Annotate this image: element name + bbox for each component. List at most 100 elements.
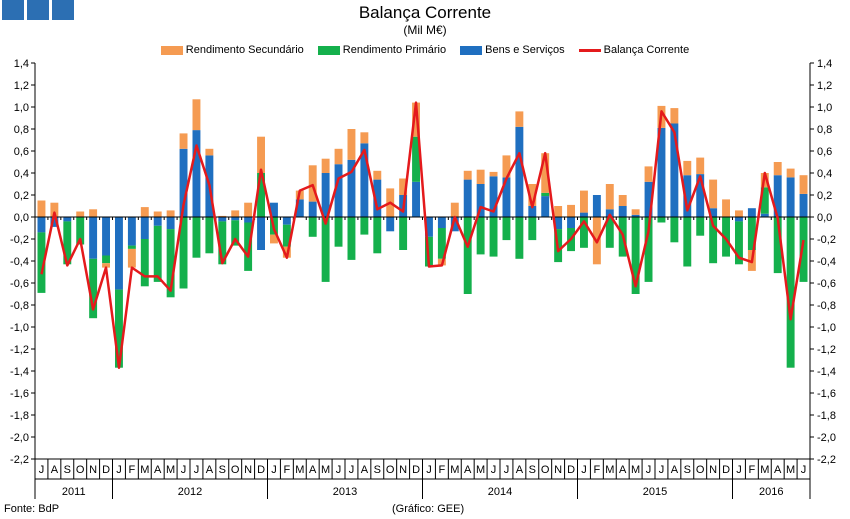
month-label: J	[801, 464, 807, 476]
bar-rendimento-prim-rio	[476, 217, 485, 255]
bar-bens-e-servi-os	[515, 126, 524, 217]
y-tick-label-right: 1,0	[817, 102, 832, 114]
y-tick-label-right: -1,0	[817, 322, 836, 334]
bar-rendimento-prim-rio	[192, 217, 201, 258]
month-label: J	[271, 464, 277, 476]
bar-rendimento-prim-rio	[373, 217, 382, 254]
legend-item: Rendimento Secundário	[160, 44, 304, 56]
month-label: J	[116, 464, 122, 476]
bar-rendimento-prim-rio	[102, 255, 110, 264]
bar-bens-e-servi-os	[37, 217, 46, 233]
bar-bens-e-servi-os	[257, 217, 265, 250]
bar-rendimento-secund-rio	[476, 169, 485, 184]
bar-rendimento-secund-rio	[37, 200, 46, 217]
bar-rendimento-prim-rio	[140, 239, 149, 287]
bar-bens-e-servi-os	[618, 206, 627, 217]
y-tick-label-right: 0,0	[817, 212, 832, 224]
month-label: N	[709, 464, 717, 476]
y-tick-label-left: 0,4	[14, 168, 29, 180]
y-tick-label-left: 1,4	[14, 58, 29, 70]
y-tick-label-left: -2,2	[10, 454, 29, 466]
bar-rendimento-secund-rio	[450, 202, 459, 217]
bar-rendimento-prim-rio	[773, 217, 782, 274]
month-label: A	[309, 464, 317, 476]
bar-rendimento-secund-rio	[773, 162, 782, 176]
month-label: O	[76, 464, 85, 476]
y-tick-label-right: 1,4	[817, 58, 832, 70]
bar-rendimento-prim-rio	[218, 221, 227, 265]
chart-title: Balança Corrente	[358, 3, 492, 22]
bar-rendimento-prim-rio	[231, 220, 240, 246]
bar-rendimento-secund-rio	[179, 133, 188, 149]
year-label: 2015	[643, 486, 667, 498]
bar-bens-e-servi-os	[192, 130, 201, 217]
bar-rendimento-prim-rio	[786, 217, 795, 368]
bar-rendimento-secund-rio	[244, 202, 253, 217]
y-tick-label-left: -0,4	[10, 256, 29, 268]
bar-bens-e-servi-os	[735, 217, 743, 222]
month-label: M	[605, 464, 614, 476]
month-label: S	[529, 464, 536, 476]
chart-subtitle: (Mil M€)	[403, 23, 447, 37]
bar-bens-e-servi-os	[605, 209, 614, 217]
bar-bens-e-servi-os	[140, 217, 149, 239]
month-label: F	[749, 464, 756, 476]
bar-rendimento-secund-rio	[360, 132, 369, 144]
month-label: F	[439, 464, 446, 476]
bar-rendimento-prim-rio	[463, 217, 472, 294]
month-label: J	[39, 464, 45, 476]
bar-rendimento-prim-rio	[683, 217, 692, 267]
month-label: F	[284, 464, 291, 476]
month-label: M	[631, 464, 640, 476]
month-label: M	[450, 464, 459, 476]
bar-bens-e-servi-os	[592, 195, 601, 217]
bar-rendimento-secund-rio	[205, 148, 214, 156]
year-label: 2014	[488, 486, 512, 498]
month-label: A	[516, 464, 524, 476]
bar-rendimento-prim-rio	[412, 136, 420, 182]
y-tick-label-right: 0,6	[817, 146, 832, 158]
bar-rendimento-secund-rio	[644, 166, 653, 182]
month-label: A	[361, 464, 369, 476]
month-label: M	[321, 464, 330, 476]
month-label: J	[349, 464, 355, 476]
bar-bens-e-servi-os	[373, 179, 382, 217]
bar-bens-e-servi-os	[295, 199, 304, 217]
bar-rendimento-secund-rio	[786, 168, 795, 178]
month-label: D	[722, 464, 730, 476]
bar-bens-e-servi-os	[102, 217, 110, 256]
month-label: A	[154, 464, 162, 476]
bar-bens-e-servi-os	[670, 123, 679, 217]
month-label: N	[554, 464, 562, 476]
month-label: F	[594, 464, 601, 476]
bar-rendimento-prim-rio	[63, 221, 72, 265]
month-label: J	[336, 464, 342, 476]
bar-rendimento-prim-rio	[515, 217, 524, 259]
bar-bens-e-servi-os	[179, 148, 188, 217]
bar-bens-e-servi-os	[115, 217, 123, 290]
bar-rendimento-prim-rio	[179, 217, 188, 289]
bar-rendimento-prim-rio	[244, 222, 253, 271]
bar-bens-e-servi-os	[270, 202, 278, 217]
y-tick-label-right: -1,6	[817, 388, 836, 400]
month-label: O	[696, 464, 705, 476]
bar-bens-e-servi-os	[528, 206, 537, 217]
bar-rendimento-prim-rio	[696, 217, 705, 236]
bar-rendimento-prim-rio	[657, 217, 666, 223]
month-label: M	[140, 464, 149, 476]
bar-rendimento-secund-rio	[153, 211, 162, 217]
y-tick-label-left: 1,0	[14, 102, 29, 114]
month-label: O	[231, 464, 240, 476]
legend-swatch	[578, 48, 601, 52]
bar-bens-e-servi-os	[463, 179, 472, 217]
bar-rendimento-secund-rio	[683, 160, 692, 176]
bar-rendimento-secund-rio	[554, 206, 563, 217]
month-label: A	[206, 464, 214, 476]
bar-bens-e-servi-os	[450, 217, 459, 232]
bar-bens-e-servi-os	[360, 143, 369, 217]
bar-bens-e-servi-os	[760, 213, 769, 217]
bar-rendimento-secund-rio	[127, 248, 136, 268]
y-tick-label-right: -0,2	[817, 234, 836, 246]
